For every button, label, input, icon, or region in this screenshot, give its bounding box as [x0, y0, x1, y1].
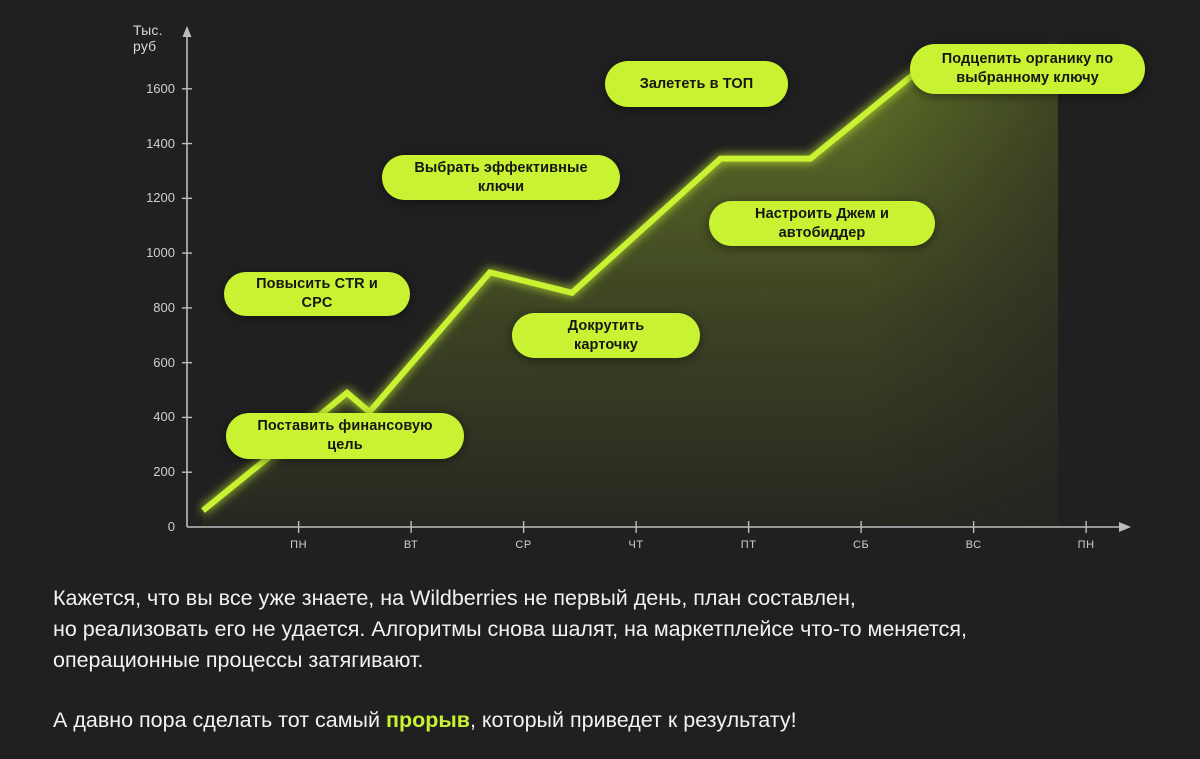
- y-tick-label: 200: [153, 464, 175, 480]
- y-tick-label: 400: [153, 409, 175, 425]
- y-axis-arrow-icon: [182, 26, 192, 37]
- x-tick-label: СР: [515, 539, 532, 551]
- cta-paragraph: А давно пора сделать тот самый прорыв, к…: [53, 705, 797, 736]
- body-copy: Кажется, что вы все уже знаете, на Wildb…: [53, 583, 1163, 732]
- x-tick-label: ВТ: [403, 539, 419, 551]
- x-tick-label: ПН: [1077, 539, 1095, 551]
- intro-paragraph: Кажется, что вы все уже знаете, на Wildb…: [53, 586, 968, 672]
- x-tick-label: ЧТ: [628, 539, 644, 551]
- callout-reach-top[interactable]: Залететь в ТОП: [605, 61, 788, 107]
- x-tick-label: ПН: [290, 539, 308, 551]
- y-tick-label: 0: [167, 519, 175, 534]
- y-axis-title: Тыс. руб: [133, 22, 163, 54]
- y-tick-label: 1200: [146, 190, 175, 206]
- callout-ctr-cpc[interactable]: Повысить CTR и CPC: [224, 272, 410, 316]
- cta-text-after: , который приведет к результату!: [469, 708, 797, 732]
- y-tick-label: 1600: [146, 80, 175, 96]
- callout-effective-keys[interactable]: Выбрать эффективные ключи: [382, 155, 620, 200]
- x-axis-arrow-icon: [1119, 522, 1131, 532]
- callout-financial-goal[interactable]: Поставить финансовую цель: [226, 413, 464, 459]
- growth-chart: Тыс. руб 0 200 400 600 800 1000 1200 1400 1600 П…: [133, 22, 1145, 551]
- y-tick-label: 1400: [146, 135, 175, 151]
- callout-organic-traffic[interactable]: Подцепить органику по выбранному ключу: [910, 44, 1145, 94]
- y-tick-label: 1000: [146, 245, 175, 261]
- callout-tune-card[interactable]: Докрутить карточку: [512, 313, 700, 358]
- callout-jem-autobidder[interactable]: Настроить Джем и автобиддер: [709, 201, 935, 246]
- cta-text-before: А давно пора сделать тот самый: [53, 708, 386, 732]
- x-tick-label: СБ: [852, 539, 870, 551]
- x-tick-label: ВС: [965, 539, 982, 551]
- cta-highlight-word: прорыв: [385, 708, 470, 732]
- y-tick-label: 800: [153, 299, 175, 315]
- x-axis-ticks: [297, 521, 1087, 533]
- area-fill: [203, 50, 1058, 528]
- y-axis-ticks: [182, 88, 192, 473]
- y-tick-label: 600: [153, 354, 175, 370]
- x-tick-label: ПТ: [740, 539, 757, 551]
